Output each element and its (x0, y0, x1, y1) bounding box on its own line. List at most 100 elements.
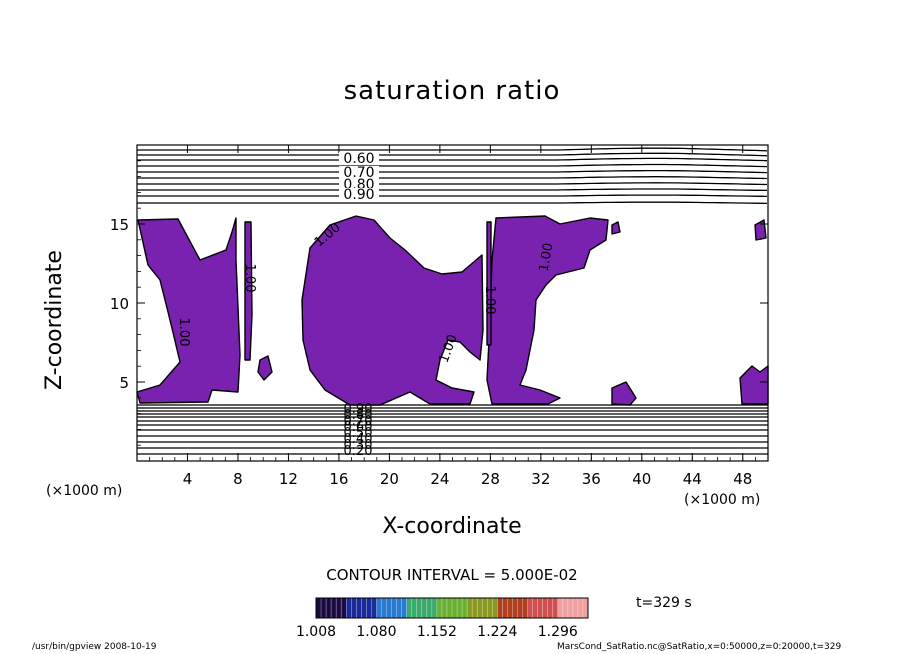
supersaturated-region (754, 219, 767, 241)
colorbar-segment (487, 598, 493, 618)
x-unit-right: (×1000 m) (684, 492, 761, 508)
colorbar-segment (527, 598, 533, 618)
colorbar-segment (537, 598, 543, 618)
contour-line-upper (137, 201, 768, 205)
footer-right: MarsCond_SatRatio.nc@SatRatio,x=0:50000,… (557, 642, 842, 652)
colorbar-segment (557, 598, 563, 618)
x-unit-left: (×1000 m) (46, 483, 123, 499)
colorbar-segment (421, 598, 427, 618)
contour-line-upper (137, 147, 768, 152)
chart-title: saturation ratio (343, 76, 561, 106)
x-tick-label: 28 (481, 470, 500, 488)
supersaturated-region (136, 217, 241, 404)
colorbar-tick-label: 1.296 (538, 624, 578, 640)
colorbar-segment (446, 598, 452, 618)
supersaturated-region (486, 221, 492, 346)
colorbar-segment (341, 598, 347, 618)
supersaturated-region (486, 215, 609, 405)
contour-label: 0.70 (344, 414, 373, 429)
colorbar-segment (346, 598, 352, 618)
contour-line-upper (137, 182, 768, 186)
contour-label: 0.70 (343, 165, 374, 181)
supersaturated-region (611, 221, 621, 235)
colorbar-segment (376, 598, 382, 618)
colorbar-segment (577, 598, 583, 618)
colorbar-segment (552, 598, 558, 618)
contour-label: 0.50 (344, 426, 373, 441)
x-tick-label: 44 (683, 470, 702, 488)
colorbar-segment (371, 598, 377, 618)
colorbar-segment (507, 598, 513, 618)
contour-label-bg (339, 178, 379, 190)
contour-label-bg (339, 152, 379, 164)
x-tick-label: 48 (733, 470, 752, 488)
contour-line-upper (137, 163, 768, 168)
colorbar-segment (436, 598, 442, 618)
contour-label-saturation: 1.00 (242, 264, 257, 293)
colorbar-segment (482, 598, 488, 618)
colorbar-segment (567, 598, 573, 618)
supersaturated-region (611, 381, 637, 406)
contour-label: 0.90 (343, 187, 374, 203)
contour-label-saturation: 1.00 (537, 242, 557, 273)
colorbar-segment (411, 598, 417, 618)
contour-line-upper (137, 176, 768, 180)
colorbar-segment (542, 598, 548, 618)
colorbar-segment (366, 598, 372, 618)
colorbar-segment (431, 598, 437, 618)
colorbar-segment (321, 598, 327, 618)
colorbar-segment (351, 598, 357, 618)
colorbar-segment (452, 598, 458, 618)
x-tick-label: 32 (531, 470, 550, 488)
colorbar-segment (582, 598, 588, 618)
supersaturated-region (257, 355, 273, 381)
colorbar-segment (512, 598, 518, 618)
contour-label-bg (339, 166, 379, 178)
colorbar-segment (472, 598, 478, 618)
contour-label: 0.60 (344, 420, 373, 435)
colorbar-segment (356, 598, 362, 618)
colorbar-segment (441, 598, 447, 618)
y-tick-label: 5 (119, 374, 129, 392)
colorbar-segment (361, 598, 367, 618)
contour-label: 0.30 (344, 438, 373, 453)
colorbar-segment (532, 598, 538, 618)
colorbar-segment (326, 598, 332, 618)
x-tick-label: 36 (582, 470, 601, 488)
colorbar-segment (467, 598, 473, 618)
contour-label: 0.90 (344, 402, 373, 417)
colorbar-segment (336, 598, 342, 618)
colorbar-tick-label: 1.152 (417, 624, 457, 640)
colorbar-segment (381, 598, 387, 618)
supersaturated-region (244, 221, 253, 361)
colorbar-tick-label: 1.080 (356, 624, 396, 640)
x-tick-label: 20 (380, 470, 399, 488)
contour-label: 0.60 (343, 151, 374, 167)
contour-line-upper (137, 157, 768, 162)
supersaturated-region (301, 215, 484, 406)
x-axis-label: X-coordinate (382, 514, 522, 539)
colorbar-segment (457, 598, 463, 618)
x-tick-label: 4 (183, 470, 193, 488)
colorbar-frame (315, 597, 589, 619)
colorbar-segment (502, 598, 508, 618)
colorbar-segment (517, 598, 523, 618)
colorbar-segment (562, 598, 568, 618)
colorbar-segment (497, 598, 503, 618)
x-tick-label: 40 (632, 470, 651, 488)
colorbar-segment (406, 598, 412, 618)
contour-line-upper (137, 188, 768, 192)
colorbar-segment (386, 598, 392, 618)
contour-interval: CONTOUR INTERVAL = 5.000E-02 (326, 566, 578, 584)
colorbar-tick-label: 1.224 (477, 624, 517, 640)
colorbar-segment (492, 598, 498, 618)
contour-line-upper (137, 169, 768, 174)
colorbar-segment (572, 598, 578, 618)
colorbar-segment (547, 598, 553, 618)
colorbar-segment (462, 598, 468, 618)
contour-label-saturation: 1.00 (176, 318, 191, 347)
supersaturated-region (739, 365, 769, 405)
contour-label: 0.80 (344, 408, 373, 423)
contour-label-bg (339, 188, 379, 200)
